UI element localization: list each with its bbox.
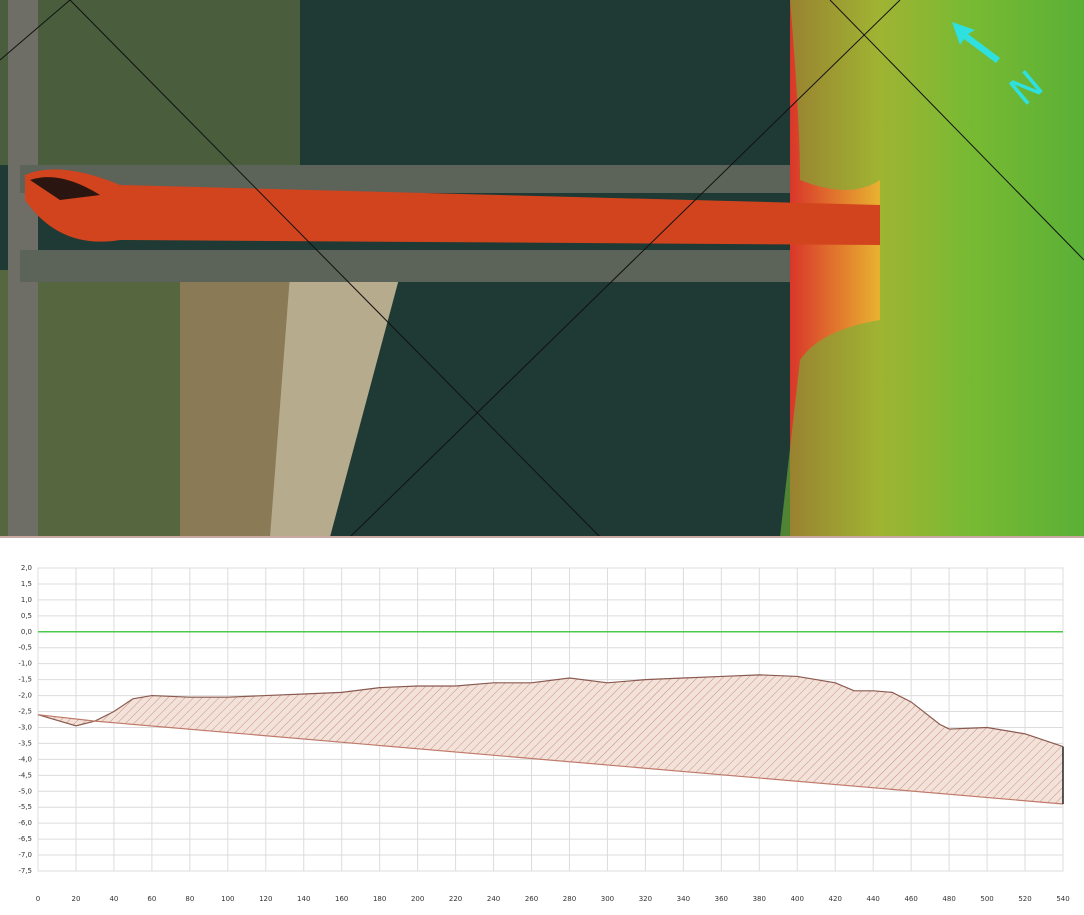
x-tick-label: 20: [72, 895, 81, 903]
y-tick-label: -7,5: [18, 867, 32, 875]
x-tick-label: 500: [980, 895, 993, 903]
aerial-map: N: [0, 0, 1084, 538]
y-tick-label: -0,5: [18, 644, 32, 652]
x-tick-label: 40: [109, 895, 118, 903]
x-tick-label: 140: [297, 895, 310, 903]
y-tick-label: -2,5: [18, 708, 32, 716]
x-tick-label: 120: [259, 895, 272, 903]
x-tick-label: 440: [866, 895, 879, 903]
x-tick-label: 260: [525, 895, 538, 903]
x-tick-label: 360: [715, 895, 728, 903]
x-tick-label: 220: [449, 895, 462, 903]
x-tick-label: 200: [411, 895, 424, 903]
x-tick-label: 100: [221, 895, 234, 903]
x-tick-label: 80: [185, 895, 194, 903]
y-tick-label: 1,5: [21, 580, 32, 588]
x-tick-label: 400: [791, 895, 804, 903]
y-tick-label: -5,5: [18, 803, 32, 811]
y-tick-label: -1,5: [18, 676, 32, 684]
x-tick-label: 420: [829, 895, 842, 903]
x-tick-label: 280: [563, 895, 576, 903]
y-tick-label: 0,0: [21, 628, 32, 636]
y-tick-label: -1,0: [18, 660, 32, 668]
x-tick-label: 300: [601, 895, 614, 903]
x-tick-label: 60: [147, 895, 156, 903]
y-tick-label: 2,0: [21, 564, 32, 572]
y-tick-label: 0,5: [21, 612, 32, 620]
x-tick-label: 480: [942, 895, 955, 903]
y-tick-label: -5,0: [18, 787, 32, 795]
y-tick-label: -6,0: [18, 819, 32, 827]
page: N 2,0 1,5 1,0 0,5 0,0 -0,5 -1,0 -1,5 -2,0 -2,5 -3,…: [0, 0, 1084, 915]
y-tick-label: -7,0: [18, 851, 32, 859]
y-tick-label: -4,0: [18, 755, 32, 763]
x-tick-label: 160: [335, 895, 348, 903]
y-tick-label: -3,5: [18, 739, 32, 747]
x-tick-label: 0: [36, 895, 40, 903]
x-tick-label: 340: [677, 895, 690, 903]
x-tick-label: 240: [487, 895, 500, 903]
y-tick-label: -4,5: [18, 771, 32, 779]
x-tick-label: 320: [639, 895, 652, 903]
x-tick-label: 540: [1056, 895, 1069, 903]
x-tick-label: 460: [904, 895, 917, 903]
x-tick-label: 380: [753, 895, 766, 903]
x-tick-label: 520: [1018, 895, 1031, 903]
y-tick-label: -3,0: [18, 723, 32, 731]
y-tick-label: -6,5: [18, 835, 32, 843]
x-tick-label: 180: [373, 895, 386, 903]
y-tick-label: 1,0: [21, 596, 32, 604]
y-tick-label: -2,0: [18, 692, 32, 700]
